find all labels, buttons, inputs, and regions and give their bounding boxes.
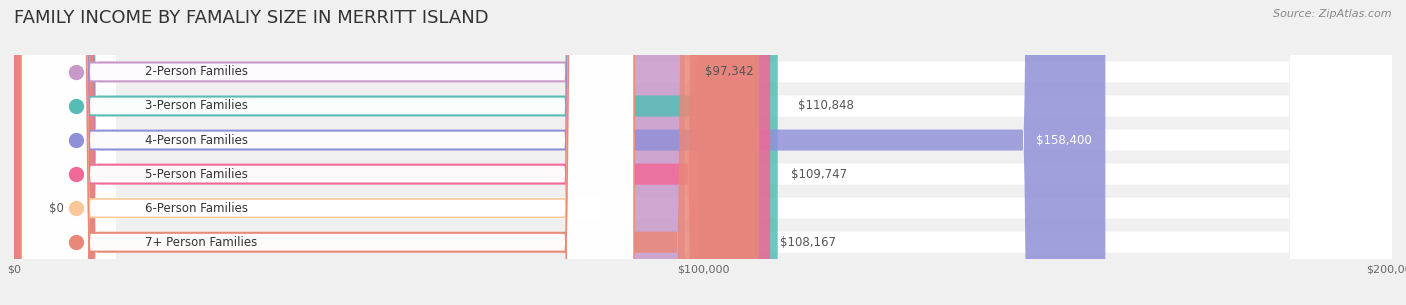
FancyBboxPatch shape bbox=[21, 0, 634, 305]
FancyBboxPatch shape bbox=[21, 0, 634, 305]
Text: 2-Person Families: 2-Person Families bbox=[145, 66, 247, 78]
Text: 4-Person Families: 4-Person Families bbox=[145, 134, 247, 146]
FancyBboxPatch shape bbox=[21, 0, 634, 305]
Text: $158,400: $158,400 bbox=[1036, 134, 1091, 146]
Text: $97,342: $97,342 bbox=[706, 66, 754, 78]
FancyBboxPatch shape bbox=[14, 0, 1392, 305]
FancyBboxPatch shape bbox=[14, 0, 1392, 305]
Text: FAMILY INCOME BY FAMALIY SIZE IN MERRITT ISLAND: FAMILY INCOME BY FAMALIY SIZE IN MERRITT… bbox=[14, 9, 489, 27]
Text: $109,747: $109,747 bbox=[790, 168, 846, 181]
Text: Source: ZipAtlas.com: Source: ZipAtlas.com bbox=[1274, 9, 1392, 19]
FancyBboxPatch shape bbox=[21, 0, 634, 305]
FancyBboxPatch shape bbox=[14, 0, 685, 305]
FancyBboxPatch shape bbox=[14, 0, 770, 305]
FancyBboxPatch shape bbox=[21, 0, 634, 305]
Text: $0: $0 bbox=[48, 202, 63, 215]
FancyBboxPatch shape bbox=[14, 0, 1392, 305]
FancyBboxPatch shape bbox=[14, 0, 1392, 305]
Text: $110,848: $110,848 bbox=[799, 99, 855, 113]
Text: 7+ Person Families: 7+ Person Families bbox=[145, 236, 257, 249]
FancyBboxPatch shape bbox=[14, 0, 1392, 305]
Text: 6-Person Families: 6-Person Families bbox=[145, 202, 247, 215]
Text: 5-Person Families: 5-Person Families bbox=[145, 168, 247, 181]
FancyBboxPatch shape bbox=[14, 0, 1392, 305]
FancyBboxPatch shape bbox=[21, 0, 634, 305]
Text: 3-Person Families: 3-Person Families bbox=[145, 99, 247, 113]
Text: $108,167: $108,167 bbox=[780, 236, 837, 249]
FancyBboxPatch shape bbox=[14, 0, 759, 305]
FancyBboxPatch shape bbox=[14, 0, 778, 305]
FancyBboxPatch shape bbox=[14, 0, 1105, 305]
